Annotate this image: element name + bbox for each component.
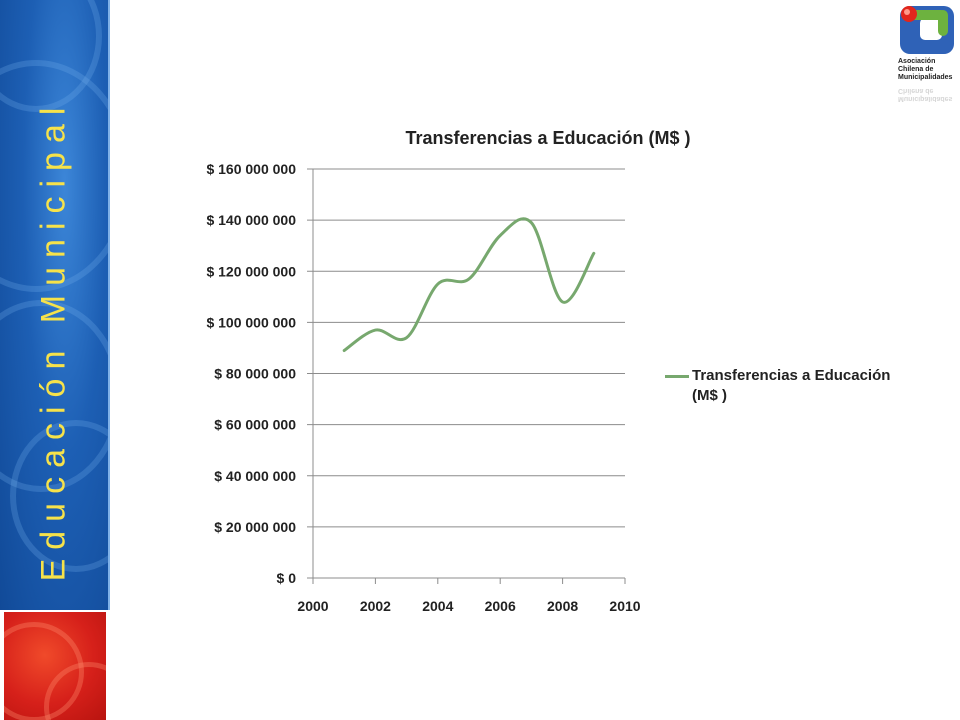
legend-label: Transferencias a Educación (M$ )	[692, 367, 891, 404]
x-tick-label: 2008	[547, 598, 578, 614]
y-tick-label: $ 0	[277, 570, 297, 586]
y-tick-label: $ 40 000 000	[214, 468, 296, 484]
x-tick-label: 2000	[297, 598, 328, 614]
y-tick-label: $ 160 000 000	[206, 161, 296, 177]
y-tick-label: $ 140 000 000	[206, 212, 296, 228]
y-tick-label: $ 20 000 000	[214, 519, 296, 535]
x-tick-label: 2010	[609, 598, 640, 614]
y-tick-label: $ 120 000 000	[206, 263, 296, 279]
legend-swatch	[665, 375, 689, 378]
red-swirl	[44, 662, 106, 720]
y-tick-label: $ 80 000 000	[214, 366, 296, 382]
chart-legend: Transferencias a Educación (M$ )	[665, 366, 915, 406]
banner-swirl	[10, 420, 108, 572]
series-line	[342, 217, 596, 352]
side-red-block	[4, 612, 106, 720]
chart-title: Transferencias a Educación (M$ )	[405, 128, 691, 148]
y-tick-label: $ 60 000 000	[214, 417, 296, 433]
x-tick-label: 2006	[485, 598, 516, 614]
y-tick-label: $ 100 000 000	[206, 314, 296, 330]
logo-mark-icon	[900, 6, 954, 54]
banner-swirl	[0, 0, 102, 112]
logo-text: Asociación Chilena de Municipalidades	[898, 58, 953, 81]
association-logo: Asociación Chilena de Municipalidades Mu…	[894, 0, 960, 125]
side-banner: Educación Municipal	[0, 0, 110, 610]
x-tick-label: 2004	[422, 598, 453, 614]
x-tick-label: 2002	[360, 598, 391, 614]
